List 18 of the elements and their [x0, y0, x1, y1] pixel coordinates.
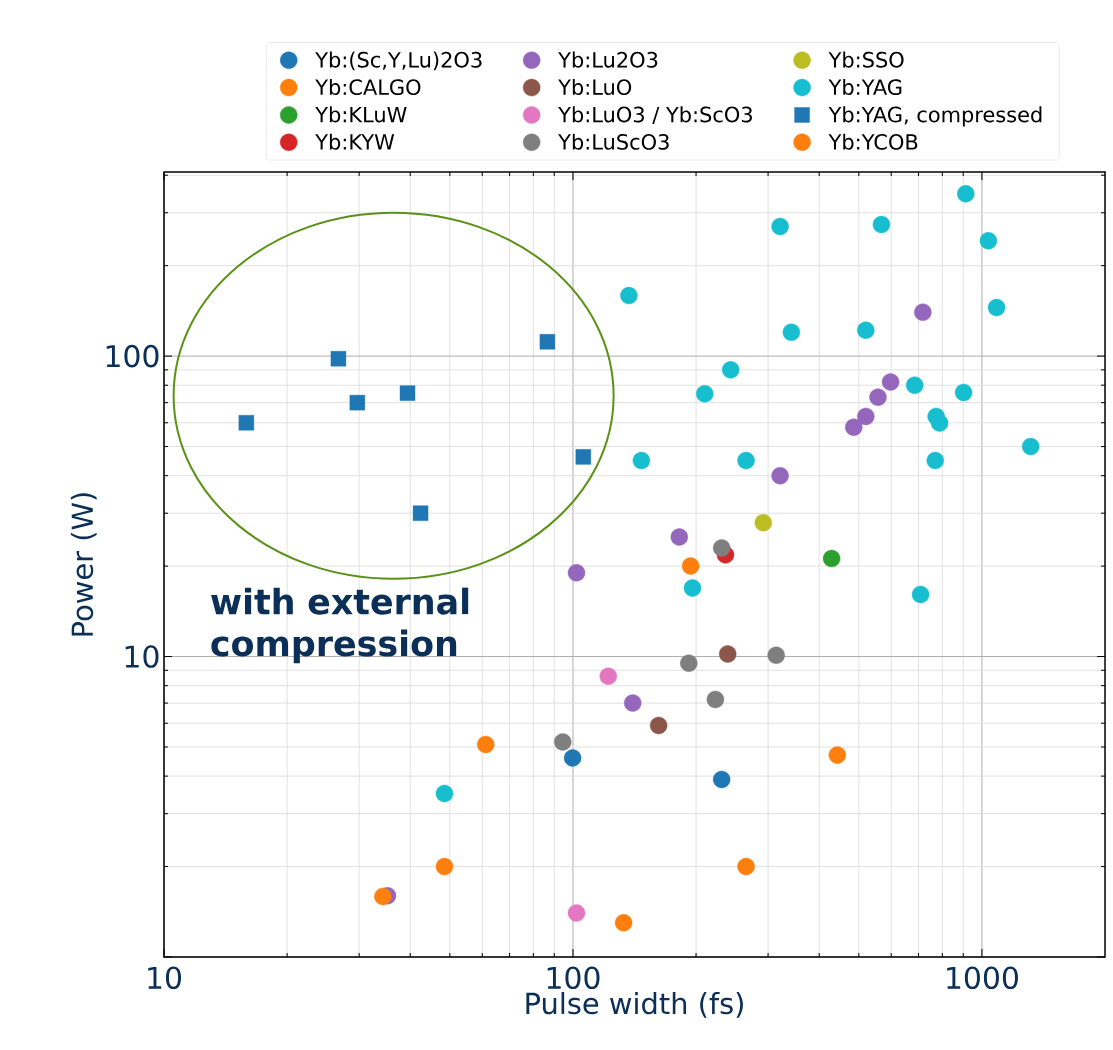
- x-tick-label: 10: [148, 966, 182, 990]
- legend-label: Yb:YAG: [828, 78, 902, 96]
- legend-label: Yb:LuO: [558, 78, 632, 96]
- y-axis-title: Power (W): [70, 493, 97, 636]
- legend-label: Yb:LuO3 / Yb:ScO3: [558, 106, 752, 125]
- legend-label: Yb:Lu2O3: [558, 51, 658, 68]
- legend-label: Yb:KYW: [315, 133, 395, 150]
- x-axis-title: Pulse width (fs): [526, 991, 743, 1018]
- legend-label: Yb:(Sc,Y,Lu)2O3: [315, 51, 482, 71]
- legend-label: Yb:YAG, compressed: [828, 106, 1042, 127]
- legend-label: Yb:CALGO: [315, 78, 421, 96]
- x-tick-label: 100: [547, 966, 600, 990]
- legend-label: Yb:YCOB: [828, 133, 918, 150]
- legend-label: Yb:LuScO3: [558, 133, 669, 150]
- legend-label: Yb:KLuW: [315, 106, 407, 123]
- annotation: with external compression: [211, 587, 469, 664]
- x-tick-label: 1000: [947, 966, 1018, 990]
- legend-label: Yb:SSO: [828, 51, 904, 68]
